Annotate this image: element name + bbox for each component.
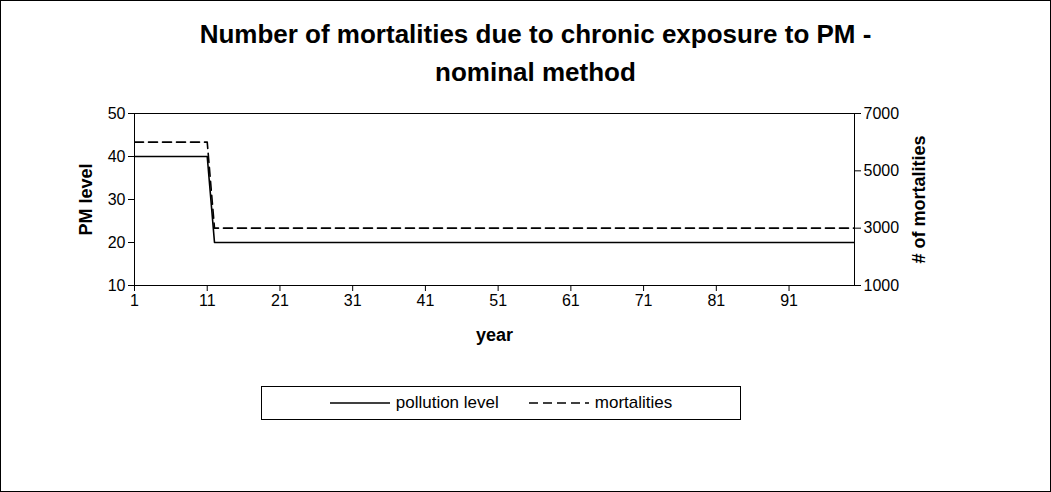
svg-text:5000: 5000 (864, 162, 900, 179)
svg-text:1: 1 (130, 292, 139, 309)
svg-text:30: 30 (108, 191, 126, 208)
svg-text:20: 20 (108, 234, 126, 251)
svg-text:71: 71 (635, 292, 653, 309)
html-text:Number of mortalities due to c: Number of mortalities due to chronic exp… (199, 19, 872, 87)
svg-text:91: 91 (780, 292, 798, 309)
svg-text:PM level: PM level (76, 163, 96, 235)
svg-text:40: 40 (108, 148, 126, 165)
svg-text:50: 50 (108, 105, 126, 122)
html-text:pollution level: pollution level (395, 393, 499, 412)
svg-text:51: 51 (489, 292, 507, 309)
svg-text:year: year (476, 325, 513, 345)
svg-text:# of mortalities: # of mortalities (909, 135, 929, 263)
svg-text:41: 41 (417, 292, 435, 309)
svg-text:31: 31 (344, 292, 362, 309)
svg-text:11: 11 (199, 292, 216, 309)
svg-text:1000: 1000 (864, 277, 900, 294)
svg-text:61: 61 (562, 292, 580, 309)
svg-text:7000: 7000 (864, 105, 900, 122)
svg-text:3000: 3000 (864, 219, 900, 236)
html-text:mortalities: mortalities (594, 393, 673, 412)
svg-text:21: 21 (271, 292, 289, 309)
svg-text:10: 10 (108, 277, 126, 294)
svg-text:81: 81 (707, 292, 725, 309)
